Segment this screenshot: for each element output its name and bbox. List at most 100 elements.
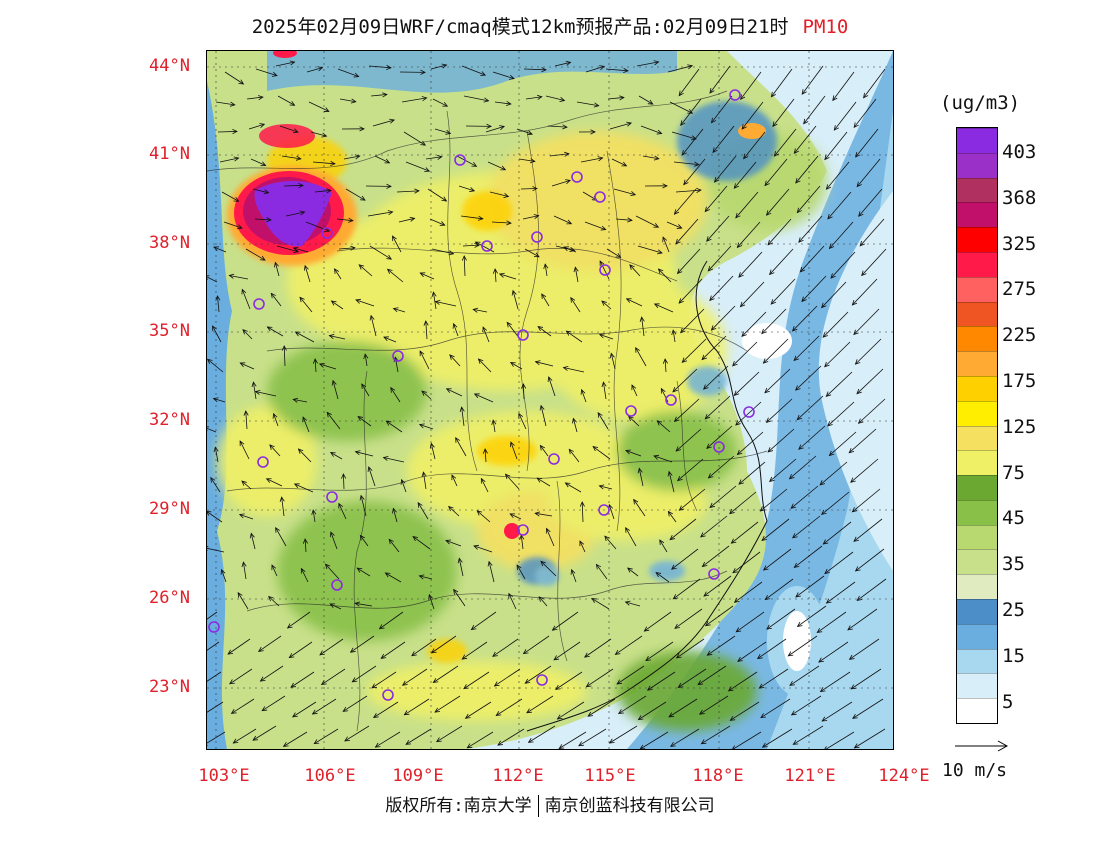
wind-vector: [793, 725, 824, 745]
city-site-marker: [594, 191, 606, 203]
wind-vector-head: [647, 99, 654, 105]
wind-vector-head: [423, 320, 429, 326]
wind-vector-head: [228, 273, 235, 279]
wind-vector: [237, 592, 249, 610]
wind-vector: [329, 335, 346, 340]
wind-vector: [683, 158, 706, 185]
wind-vector: [571, 569, 577, 583]
wind-vector-head: [338, 502, 343, 509]
wind-vector: [250, 533, 256, 550]
wind-vector: [766, 608, 796, 630]
wind-vector-head: [729, 508, 735, 515]
wind-vector-head: [480, 477, 486, 484]
wind-vector: [258, 635, 282, 652]
wind-vector-head: [448, 250, 455, 256]
colorbar-segment: [957, 128, 997, 154]
wind-vector: [792, 515, 821, 539]
wind-vector-head: [508, 592, 513, 599]
wind-vector: [283, 731, 308, 747]
wind-vector-head: [344, 736, 350, 742]
wind-vector: [370, 94, 387, 97]
wind-vector: [852, 488, 881, 513]
wind-vector-head: [473, 544, 480, 550]
wind-vector: [798, 215, 823, 243]
wind-vector-head: [824, 361, 830, 368]
wind-vector: [678, 68, 700, 96]
wind-vector: [769, 248, 794, 275]
wind-vector-head: [741, 124, 747, 130]
wind-vector-head: [417, 501, 423, 508]
wind-vector-head: [495, 711, 502, 717]
wind-vector-head: [312, 358, 318, 364]
wind-vector-head: [863, 92, 869, 99]
wind-vector: [703, 575, 732, 597]
wind-vector: [446, 388, 463, 397]
wind-vector: [449, 354, 461, 367]
wind-vector: [826, 161, 850, 190]
west-blue-band: [207, 81, 232, 749]
wind-vector-head: [821, 716, 828, 722]
wind-vector-head: [329, 531, 335, 538]
wind-vector-head: [562, 365, 569, 371]
wind-vector-head: [303, 264, 309, 271]
wind-vector: [480, 478, 489, 493]
wind-vector: [492, 71, 515, 80]
wind-vector-head: [414, 188, 420, 194]
wind-vector-head: [424, 167, 431, 172]
wind-vector-head: [712, 147, 718, 154]
colorbar-segment: [957, 177, 997, 204]
wind-vector-head: [421, 390, 427, 396]
wind-vector-head: [471, 162, 478, 167]
sea-band-mid: [767, 111, 893, 749]
wind-vector: [765, 578, 794, 600]
wind-vector: [736, 611, 765, 633]
wind-vector: [731, 521, 759, 544]
wind-vector-head: [430, 648, 437, 654]
wind-vector-head: [667, 510, 673, 517]
wind-vector-head: [538, 596, 544, 602]
wind-vector-head: [461, 654, 468, 660]
wind-vector: [207, 701, 224, 713]
wind-vector: [484, 449, 487, 463]
wind-vector: [641, 317, 645, 337]
wind-vector: [287, 611, 311, 629]
wind-vector-head: [361, 383, 367, 390]
wind-vector-head: [859, 240, 865, 247]
wind-vector-head: [243, 410, 249, 416]
wind-vector-head: [674, 623, 680, 629]
city-site-marker: [743, 406, 755, 418]
wind-vector-head: [694, 161, 700, 167]
colorbar-segment: [957, 549, 997, 576]
wind-vector: [853, 518, 883, 542]
wind-vector-head: [367, 466, 373, 473]
wind-vector: [847, 608, 878, 631]
wind-vector-head: [737, 656, 743, 662]
wind-vector-head: [857, 418, 864, 424]
wind-vector-head: [678, 90, 684, 97]
wind-vector: [552, 611, 579, 631]
wind-vector-head: [269, 444, 275, 450]
wind-vector-head: [615, 252, 622, 258]
wind-vector-head: [534, 511, 541, 517]
wind-vector: [644, 611, 672, 632]
wind-vector-head: [621, 161, 628, 167]
wind-vector-head: [793, 355, 799, 362]
colorbar-segment: [957, 623, 997, 650]
wind-vector: [656, 420, 671, 433]
wind-vector-head: [735, 627, 742, 633]
wind-vector-head: [653, 60, 660, 66]
wind-vector-head: [409, 216, 416, 222]
wind-vector: [436, 725, 463, 742]
wind-vector-head: [681, 150, 687, 156]
wind-vector: [699, 695, 729, 715]
wind-vector: [425, 156, 442, 160]
wind-vector: [707, 245, 732, 272]
wind-vector-head: [683, 179, 689, 186]
wind-vector: [245, 248, 266, 261]
wind-vector-head: [358, 264, 365, 270]
wind-vector: [269, 444, 281, 457]
wind-vector-head: [759, 506, 766, 512]
wind-vector: [732, 341, 758, 367]
wind-vector: [261, 695, 286, 712]
wind-vector-head: [516, 564, 522, 571]
